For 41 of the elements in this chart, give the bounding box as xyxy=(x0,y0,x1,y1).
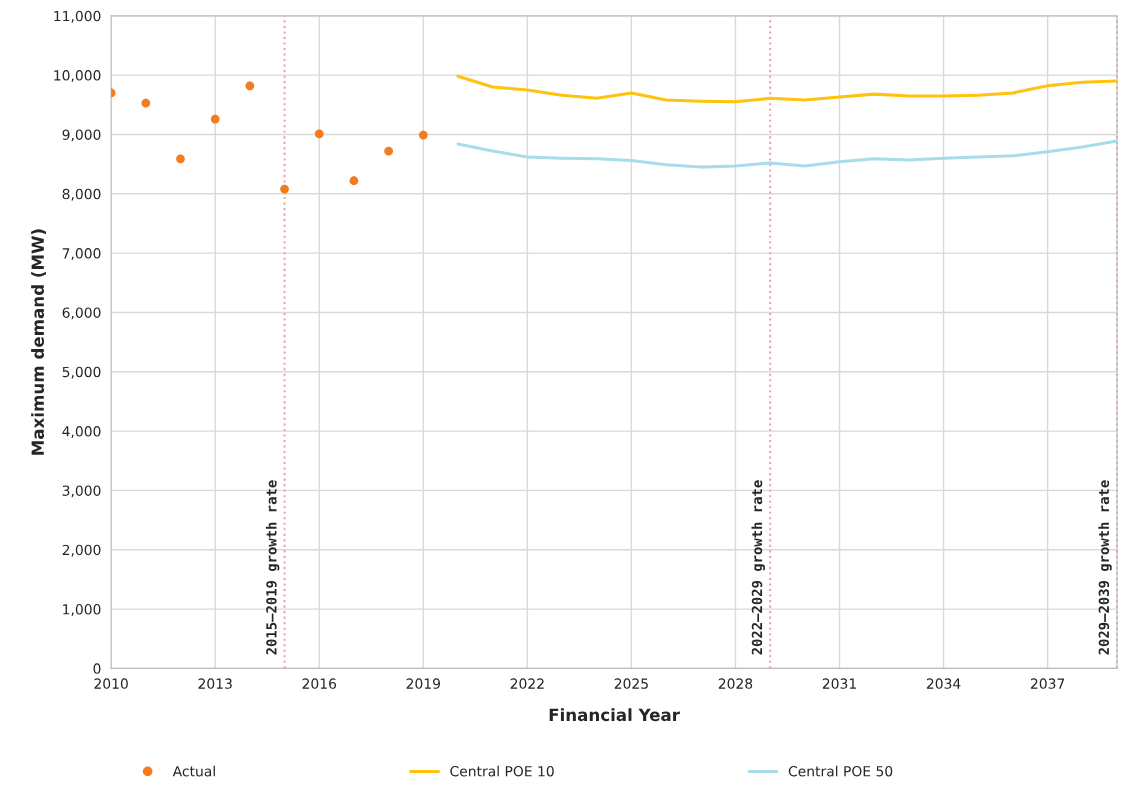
point xyxy=(384,146,393,156)
x-tick-label: 2016 xyxy=(302,678,337,689)
x-tick-label: 2037 xyxy=(1030,678,1065,689)
legend-label: Central POE 10 xyxy=(450,765,554,777)
legend-label: Central POE 50 xyxy=(788,765,893,777)
line-series xyxy=(456,74,1117,104)
point xyxy=(176,154,185,164)
y-tick-label: 8,000 xyxy=(62,188,101,201)
y-tick-label: 11,000 xyxy=(54,10,101,23)
x-tick-label: 2031 xyxy=(822,678,856,689)
ref-line-label: 2022–2029 growth rate xyxy=(751,480,765,655)
point xyxy=(245,81,255,91)
point xyxy=(141,98,151,108)
point xyxy=(349,176,359,186)
point xyxy=(418,130,428,140)
x-axis-title: Financial Year xyxy=(549,708,680,722)
ref-line-label: 2015–2019 growth rate xyxy=(265,480,280,655)
y-tick-label: 1,000 xyxy=(63,604,101,616)
line-series xyxy=(456,139,1117,169)
x-tick-label: 2022 xyxy=(510,678,544,689)
point xyxy=(314,129,324,139)
y-tick-label: 5,000 xyxy=(62,366,101,379)
x-tick-label: 2019 xyxy=(406,678,440,689)
point xyxy=(210,114,220,124)
x-tick-label: 2028 xyxy=(718,678,753,689)
x-tick-label: 2013 xyxy=(198,678,232,689)
y-tick-label: 3,000 xyxy=(62,485,101,498)
y-tick-label: 0 xyxy=(93,663,101,674)
y-tick-label: 7,000 xyxy=(62,248,101,261)
y-tick-label: 6,000 xyxy=(62,307,101,320)
legend-label: Actual xyxy=(172,765,215,777)
y-tick-label: 10,000 xyxy=(54,70,101,83)
y-tick-label: 9,000 xyxy=(62,129,101,142)
x-tick-label: 2010 xyxy=(94,678,128,689)
y-tick-label: 2,000 xyxy=(62,544,101,557)
x-tick-label: 2025 xyxy=(614,678,648,689)
x-tick-label: 2034 xyxy=(926,678,961,689)
y-axis-title: Maximum demand (MW) xyxy=(31,229,46,455)
ref-line-label: 2029–2039 growth rate xyxy=(1098,480,1112,655)
point xyxy=(280,184,289,194)
y-tick-label: 4,000 xyxy=(62,426,101,438)
